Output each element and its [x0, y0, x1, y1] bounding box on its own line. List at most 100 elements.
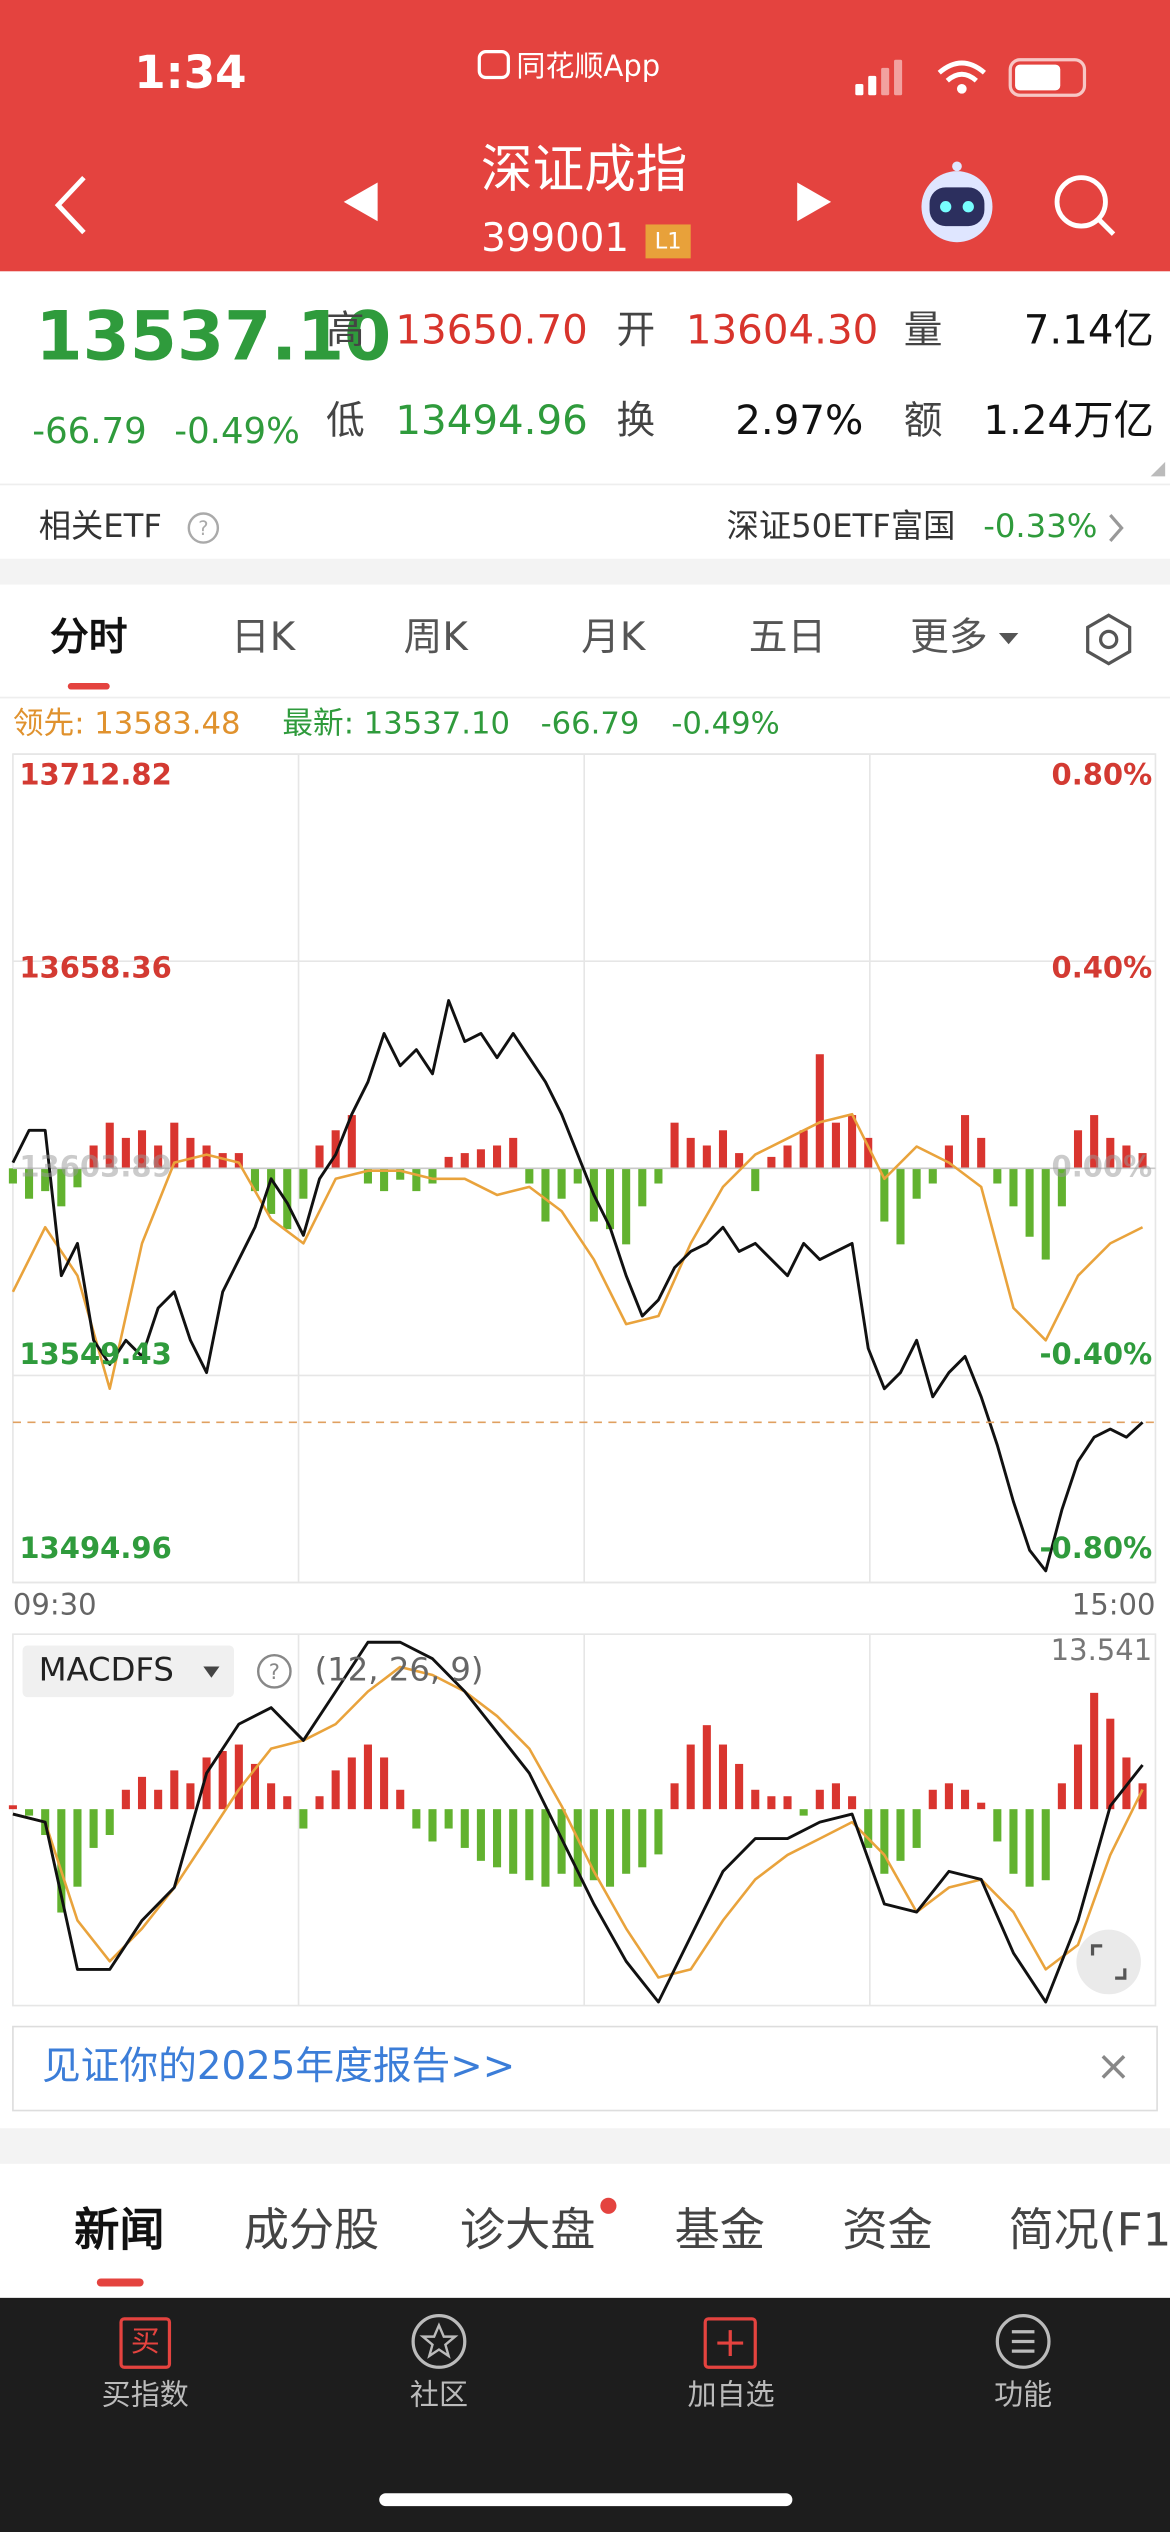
diff-bar — [170, 1122, 179, 1169]
diff-bar — [73, 1168, 82, 1188]
macd-bar — [105, 1809, 114, 1836]
indicator-params: (12, 26, 9) — [315, 1650, 484, 1688]
macd-bar — [928, 1789, 937, 1810]
news-tab[interactable]: 诊大盘 — [460, 2203, 596, 2256]
tab[interactable]: 更多 — [910, 615, 987, 660]
community-icon[interactable] — [411, 2314, 467, 2369]
diff-bar — [686, 1137, 695, 1169]
legend-latest: 最新: 13537.10 — [282, 707, 510, 742]
macd-chart — [8, 1633, 1157, 2007]
diff-bar — [509, 1137, 518, 1169]
help-icon[interactable] — [187, 512, 220, 544]
diff-bar — [1009, 1168, 1018, 1207]
help-text: ? — [269, 1660, 280, 1684]
macd-bar — [654, 1809, 663, 1855]
macd-bar — [234, 1744, 243, 1810]
home-indicator — [379, 2493, 793, 2507]
diff-bar — [670, 1122, 679, 1169]
average-line — [11, 1112, 1144, 1391]
field-value: 13650.70 — [395, 307, 587, 354]
tab[interactable]: 日K — [231, 615, 297, 660]
x-label: 15:00 — [1072, 1588, 1156, 1622]
macd-bar — [1090, 1692, 1099, 1810]
settings-icon[interactable] — [1086, 613, 1132, 666]
macd-bar — [864, 1809, 873, 1848]
nav-label[interactable]: 加自选 — [687, 2377, 774, 2411]
diff-bar — [767, 1156, 776, 1169]
price-change: -66.79 — [32, 411, 146, 452]
macd-bar — [993, 1809, 1002, 1842]
macd-bar — [154, 1789, 163, 1810]
field-value: 7.14亿 — [1024, 307, 1154, 354]
macd-bar — [831, 1783, 840, 1810]
macd-bar — [605, 1809, 615, 1887]
diff-bar — [202, 1145, 211, 1169]
macd-bar — [347, 1757, 356, 1810]
dropdown-arrow — [998, 633, 1019, 645]
macd-bar — [589, 1809, 598, 1881]
diff-bar — [654, 1168, 663, 1184]
search-button[interactable] — [1054, 175, 1116, 236]
diff-bar — [638, 1168, 647, 1207]
tab[interactable]: 月K — [581, 615, 647, 660]
news-tab[interactable]: 资金 — [842, 2203, 932, 2256]
macd-bar — [444, 1809, 453, 1829]
section-gap — [0, 2128, 1170, 2164]
buy-icon-text: 买 — [131, 2324, 160, 2358]
dea-line — [12, 1665, 1144, 1979]
macd-bar — [767, 1796, 776, 1810]
back-button[interactable] — [54, 175, 86, 235]
diff-bar — [57, 1168, 66, 1207]
diff-bar — [799, 1130, 808, 1169]
macd-bar — [783, 1796, 792, 1810]
tab[interactable]: 分时 — [50, 615, 127, 660]
news-tab[interactable]: 基金 — [675, 2203, 765, 2256]
etf-name[interactable]: 深证50ETF富国 — [727, 507, 956, 545]
diff-bar — [460, 1153, 469, 1169]
diff-bar — [267, 1168, 276, 1214]
field-label: 开 — [616, 308, 655, 353]
badge-bg — [645, 224, 691, 259]
section-gap — [0, 558, 1170, 585]
news-tab[interactable]: 简况(F10) — [1009, 2203, 1170, 2256]
macd-bar — [283, 1796, 292, 1810]
banner[interactable] — [12, 2025, 1158, 2112]
prev-index[interactable] — [343, 182, 378, 222]
macd-bar — [460, 1809, 469, 1848]
diff-bar — [1041, 1168, 1050, 1260]
diff-bar — [702, 1145, 711, 1169]
news-tab[interactable]: 新闻 — [74, 2203, 164, 2256]
next-index[interactable] — [797, 182, 832, 222]
diff-bar — [396, 1168, 405, 1180]
expand-button[interactable] — [1076, 1929, 1141, 1995]
macd-max: 13.541 — [1051, 1633, 1153, 1667]
nav-label[interactable]: 功能 — [994, 2377, 1052, 2411]
diff-bar — [1090, 1115, 1099, 1169]
buy-icon[interactable] — [119, 2317, 172, 2369]
macd-bar — [299, 1809, 308, 1829]
y-tick-label: 13549.43 — [19, 1337, 171, 1371]
indicator-select[interactable] — [22, 1645, 234, 1698]
robot-icon[interactable] — [921, 161, 993, 243]
diff-bar — [864, 1137, 873, 1169]
tab[interactable]: 周K — [404, 615, 470, 660]
help-icon[interactable] — [256, 1653, 292, 1689]
nav-label[interactable]: 买指数 — [102, 2377, 189, 2411]
diff-bar — [444, 1156, 453, 1169]
add-icon[interactable] — [703, 2317, 757, 2369]
news-tab[interactable]: 成分股 — [244, 2203, 380, 2256]
macd-bar — [137, 1776, 147, 1810]
nav-label[interactable]: 社区 — [410, 2377, 468, 2411]
macd-bar — [751, 1789, 760, 1810]
macd-bar — [977, 1802, 986, 1810]
macd-bar — [428, 1809, 437, 1842]
banner-close[interactable]: × — [1096, 2041, 1131, 2090]
y-tick-label: 13494.96 — [19, 1531, 171, 1565]
menu-icon[interactable] — [995, 2314, 1051, 2369]
diff-bar — [41, 1168, 50, 1192]
macd-bar — [476, 1809, 485, 1861]
banner-text[interactable]: 见证你的2025年度报告>> — [42, 2044, 515, 2089]
macd-bar — [638, 1809, 647, 1868]
diff-bar — [783, 1145, 792, 1169]
tab[interactable]: 五日 — [749, 615, 826, 660]
